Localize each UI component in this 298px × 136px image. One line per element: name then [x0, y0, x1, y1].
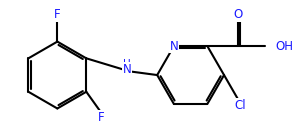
Text: H: H	[123, 59, 131, 69]
Text: N: N	[170, 40, 178, 53]
Text: F: F	[98, 111, 105, 124]
Text: N: N	[122, 63, 131, 75]
Text: F: F	[54, 8, 61, 21]
Text: OH: OH	[276, 40, 294, 53]
Text: O: O	[233, 8, 242, 21]
Text: Cl: Cl	[235, 99, 246, 112]
